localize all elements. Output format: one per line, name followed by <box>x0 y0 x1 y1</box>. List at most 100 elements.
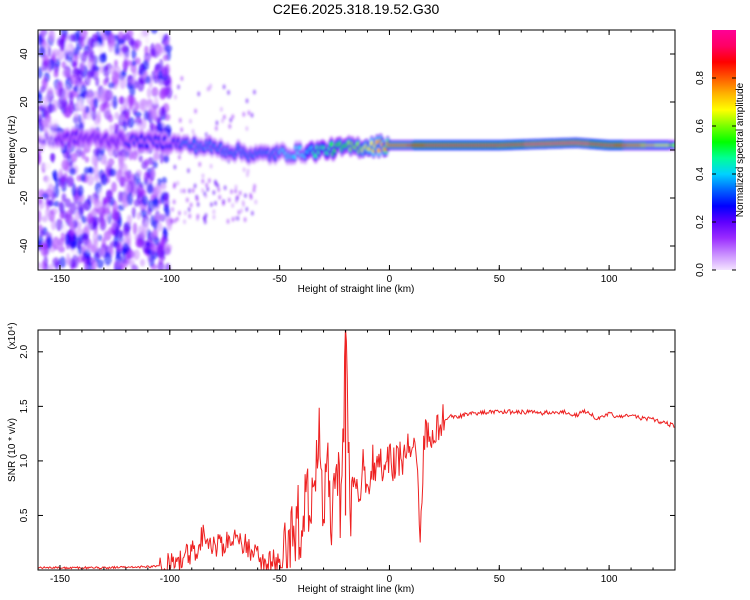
heatmap-cell <box>41 193 49 200</box>
heatmap-cell <box>104 76 110 84</box>
x-tick-label: -50 <box>272 274 287 285</box>
heatmap-cell <box>123 97 128 111</box>
heatmap-cell <box>117 204 125 211</box>
heatmap-cell <box>189 118 193 124</box>
heatmap-cell <box>83 167 90 175</box>
heatmap-cell <box>169 217 173 223</box>
heatmap-cell <box>60 231 66 242</box>
heatmap-cell <box>234 188 238 194</box>
heatmap-cell <box>91 154 99 167</box>
heatmap-cell <box>243 217 247 223</box>
heatmap-cell <box>100 247 105 256</box>
x-tick-label: -150 <box>50 574 70 585</box>
heatmap-cell <box>227 197 231 203</box>
heatmap-cell <box>84 261 89 270</box>
heatmap-cell <box>93 164 99 178</box>
heatmap-cell <box>87 261 93 270</box>
heatmap-cell <box>38 110 41 119</box>
heatmap-cell <box>151 86 159 98</box>
figure-title: C2E6.2025.318.19.52.G30 <box>273 1 440 17</box>
heatmap-cell <box>114 41 121 55</box>
heatmap-cell <box>116 259 121 270</box>
y-tick-label: 40 <box>19 48 30 60</box>
heatmap-cell <box>41 215 49 223</box>
heatmap-cell <box>222 114 226 120</box>
heatmap-cell <box>46 236 53 249</box>
heatmap-cell <box>228 123 232 129</box>
heatmap-cell <box>97 35 103 44</box>
heatmap-cell <box>99 103 106 113</box>
x-tick-label: -100 <box>160 274 180 285</box>
heatmap-cell <box>68 102 73 111</box>
heatmap-cell <box>126 214 133 226</box>
heatmap-cell <box>133 80 139 89</box>
heatmap-cell <box>61 223 68 233</box>
heatmap-cell <box>98 53 106 64</box>
heatmap-cell <box>77 240 82 250</box>
heatmap-cell <box>38 230 45 237</box>
heatmap-cell <box>216 183 220 189</box>
heatmap-cell <box>193 183 197 189</box>
heatmap-cell <box>122 59 129 71</box>
heatmap-cell <box>158 256 164 266</box>
heatmap-cell <box>73 85 80 92</box>
heatmap-cell <box>64 233 71 246</box>
heatmap-cell <box>163 155 170 163</box>
heatmap-cell <box>109 124 114 133</box>
heatmap-cell <box>118 156 125 169</box>
heatmap-cell <box>38 261 42 270</box>
heatmap-cell <box>95 76 100 87</box>
heatmap-cell <box>126 232 132 245</box>
heatmap-cell <box>207 178 211 184</box>
heatmap-cell <box>144 35 150 45</box>
heatmap-cell <box>38 224 43 232</box>
heatmap-cell <box>177 154 181 160</box>
heatmap-cell <box>93 97 99 109</box>
colorbar-ticks: 0.0 0.2 0.4 0.6 0.8 <box>695 71 736 277</box>
heatmap-cell <box>104 161 112 169</box>
heatmap-cell <box>140 228 147 240</box>
heatmap-cell <box>52 236 60 251</box>
heatmap-cell <box>179 188 183 194</box>
heatmap-cell <box>152 228 158 240</box>
heatmap-cell <box>78 36 84 43</box>
y-tick-label: 1.5 <box>19 399 30 413</box>
heatmap-cell <box>213 179 217 185</box>
heatmap-cell <box>182 188 186 194</box>
heatmap-cell <box>58 256 67 269</box>
heatmap-cell <box>147 157 155 166</box>
heatmap-cell <box>54 58 61 68</box>
x-tick-label: 100 <box>601 274 618 285</box>
heatmap-cell <box>64 198 71 208</box>
heatmap-cell <box>98 188 104 203</box>
heatmap-cell <box>48 209 55 222</box>
heatmap-cell <box>221 118 225 124</box>
spectrogram-ylabel: Frequency (Hz) <box>7 116 18 185</box>
heatmap-cell <box>59 201 64 213</box>
heatmap-cell <box>206 186 210 192</box>
colorbar-tick-label: 0.6 <box>695 119 706 133</box>
heatmap-cell <box>187 207 191 213</box>
heatmap-cell <box>122 242 130 254</box>
heatmap-cell <box>86 213 94 225</box>
heatmap-cell <box>152 219 158 230</box>
heatmap-cell <box>150 112 158 122</box>
spectrogram-heatmap <box>38 30 675 270</box>
heatmap-cell <box>44 119 53 130</box>
snr-axes: -150 -100 -50 0 50 100 0.5 1.0 1.5 2.0 <box>19 330 676 585</box>
heatmap-cell <box>86 37 95 51</box>
heatmap-cell <box>185 197 189 203</box>
snr-panel: -150 -100 -50 0 50 100 0.5 1.0 1.5 2.0 Height of … <box>7 322 676 595</box>
heatmap-cell <box>219 106 223 112</box>
heatmap-cell <box>234 198 238 204</box>
heatmap-cell <box>69 216 76 229</box>
heatmap-cell <box>119 114 125 121</box>
heatmap-cell <box>136 183 145 196</box>
heatmap-cell <box>146 183 154 195</box>
heatmap-cell <box>69 167 76 176</box>
heatmap-cell <box>86 92 93 106</box>
heatmap-cell <box>131 59 137 67</box>
heatmap-cell <box>155 184 162 195</box>
heatmap-cell <box>149 120 154 133</box>
